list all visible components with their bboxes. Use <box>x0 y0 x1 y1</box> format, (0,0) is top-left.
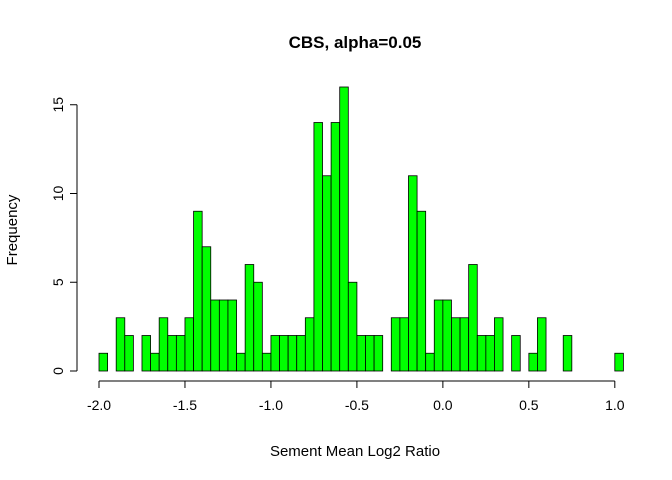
histogram-bar <box>296 335 306 372</box>
histogram-bar <box>304 317 315 372</box>
histogram-bar <box>201 246 212 372</box>
histogram-bar <box>399 317 409 372</box>
histogram-bar <box>485 335 495 372</box>
histogram-bar <box>115 317 126 372</box>
histogram-bar <box>175 335 186 372</box>
histogram-bar <box>528 352 538 372</box>
x-tick-label: -2.0 <box>87 397 111 413</box>
histogram-bar <box>124 335 134 372</box>
histogram-bar <box>425 352 435 372</box>
histogram-bar <box>339 86 349 372</box>
histogram-bar <box>330 122 341 372</box>
y-tick-label: 15 <box>50 97 66 113</box>
x-tick-label: -1.5 <box>173 397 197 413</box>
histogram-bar <box>365 335 375 372</box>
histogram-bar <box>313 122 323 372</box>
histogram-bar <box>150 352 160 372</box>
x-axis-label: Sement Mean Log2 Ratio <box>270 443 440 460</box>
histogram-bar <box>244 264 255 372</box>
histogram-bar <box>279 335 289 372</box>
histogram-bar <box>193 210 203 372</box>
histogram-bar <box>511 335 521 372</box>
histogram-bar <box>433 299 444 372</box>
histogram-bar <box>227 299 237 372</box>
y-tick-label: 5 <box>50 278 66 286</box>
histogram-bar <box>322 175 332 372</box>
histogram-bar <box>408 175 418 372</box>
histogram-bar <box>390 317 401 372</box>
histogram-bar <box>236 352 246 372</box>
x-tick-label: 0.0 <box>433 397 453 413</box>
chart-title: CBS, alpha=0.05 <box>289 33 422 52</box>
histogram-bar <box>442 299 452 372</box>
histogram-bar <box>253 281 263 372</box>
histogram-bar <box>614 352 624 372</box>
histogram-bar <box>468 264 478 372</box>
y-axis: 0 5 10 15 <box>50 97 78 375</box>
x-axis: -2.0 -1.5 -1.0 -0.5 0.0 0.5 1.0 <box>87 380 625 413</box>
histogram-bar <box>261 352 272 372</box>
histogram-bar <box>184 317 194 372</box>
histogram-bar <box>373 335 384 372</box>
y-tick-label: 0 <box>50 367 66 375</box>
histogram-bar <box>537 317 547 372</box>
histogram-bar <box>210 299 220 372</box>
histogram-bar <box>98 352 109 372</box>
histogram-bar <box>416 210 427 372</box>
x-tick-label: -1.0 <box>259 397 283 413</box>
histogram-bar <box>167 335 177 372</box>
histogram-bar <box>476 335 487 372</box>
histogram-bar <box>287 335 298 372</box>
histogram-bar <box>218 299 229 372</box>
x-tick-label: -0.5 <box>345 397 369 413</box>
histogram-bar <box>451 317 461 372</box>
histogram-bar <box>494 317 504 372</box>
y-tick-label: 10 <box>50 186 66 202</box>
histogram-bar <box>459 317 470 372</box>
histogram-bar <box>270 335 280 372</box>
y-axis-label: Frequency <box>4 194 21 265</box>
histogram-bar <box>347 281 358 372</box>
x-tick-label: 1.0 <box>605 397 625 413</box>
histogram-bar <box>158 317 169 372</box>
histogram-bar <box>141 335 151 372</box>
histogram-bar <box>356 335 366 372</box>
x-tick-label: 0.5 <box>519 397 539 413</box>
bars-group <box>98 86 624 372</box>
histogram-bar <box>562 335 573 372</box>
